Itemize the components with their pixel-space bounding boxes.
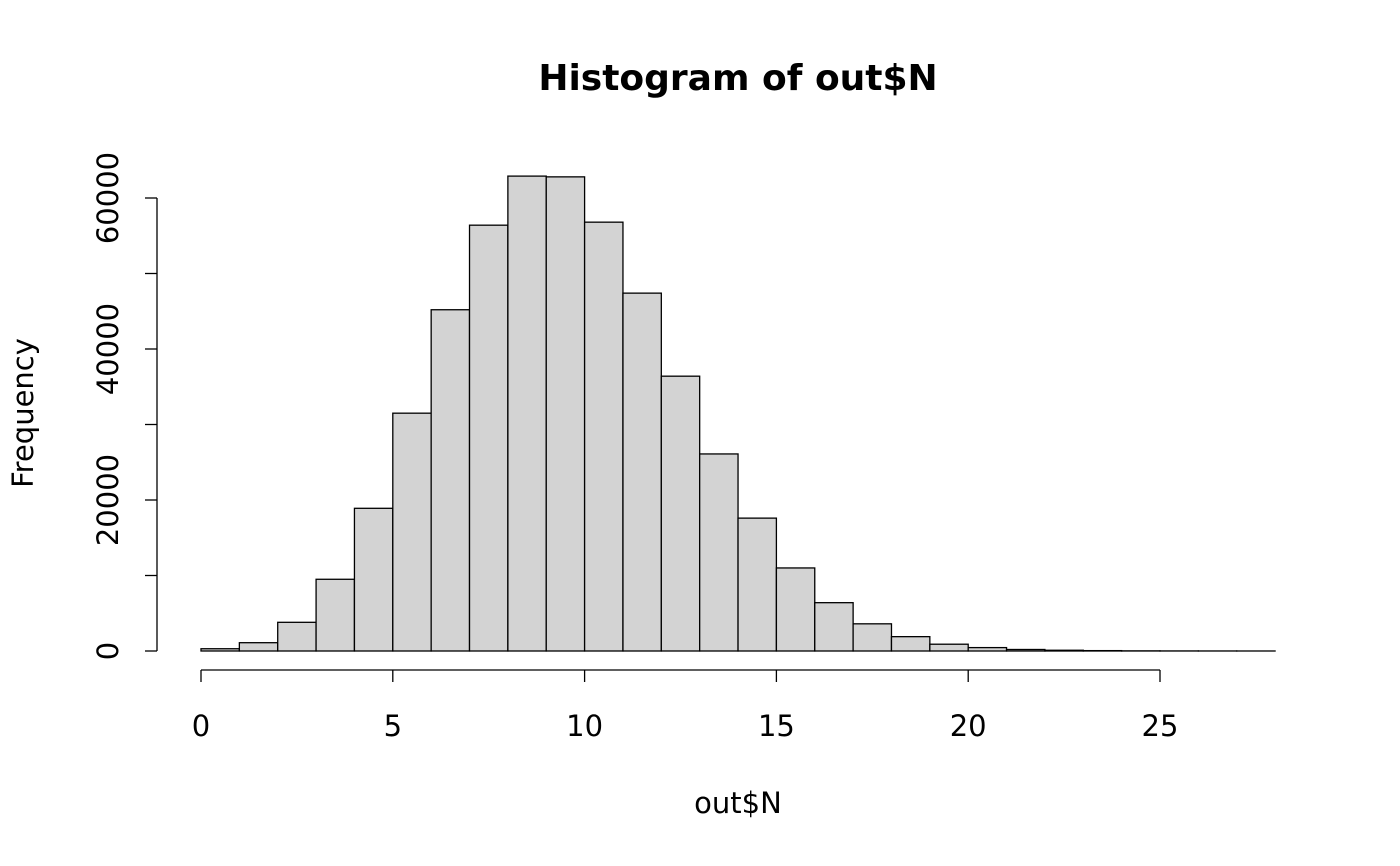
x-tick-label: 0: [192, 709, 210, 743]
bar: [1005, 648, 1046, 652]
bar: [238, 642, 279, 652]
bar: [660, 375, 701, 652]
y-tick-label: 20000: [91, 454, 125, 546]
y-axis-label: Frequency: [6, 338, 40, 488]
bar: [583, 221, 624, 652]
bar: [699, 453, 739, 652]
bar: [507, 175, 547, 652]
bar: [852, 623, 893, 652]
bar: [737, 517, 778, 652]
bar: [545, 176, 586, 652]
x-axis-label: out$N: [694, 786, 782, 820]
x-tick-label: 5: [384, 709, 402, 743]
bar: [775, 567, 816, 652]
bar: [622, 292, 662, 652]
bar: [277, 621, 317, 652]
bar: [315, 578, 356, 652]
bar: [353, 507, 394, 652]
bar: [1044, 649, 1084, 652]
bar: [392, 412, 432, 652]
x-tick-label: 20: [950, 709, 987, 743]
x-tick-label: 15: [758, 709, 795, 743]
x-tick-label: 25: [1142, 709, 1179, 743]
bar: [468, 224, 509, 652]
chart-title: Histogram of out$N: [538, 58, 937, 99]
y-tick-label: 60000: [91, 152, 125, 244]
bar: [200, 648, 241, 652]
y-tick-label: 0: [91, 642, 125, 660]
bar: [814, 602, 854, 652]
bar: [967, 646, 1008, 652]
bar: [890, 636, 931, 652]
bar: [929, 643, 969, 652]
y-tick-label: 40000: [91, 303, 125, 395]
bar: [430, 309, 471, 652]
x-tick-label: 10: [566, 709, 603, 743]
